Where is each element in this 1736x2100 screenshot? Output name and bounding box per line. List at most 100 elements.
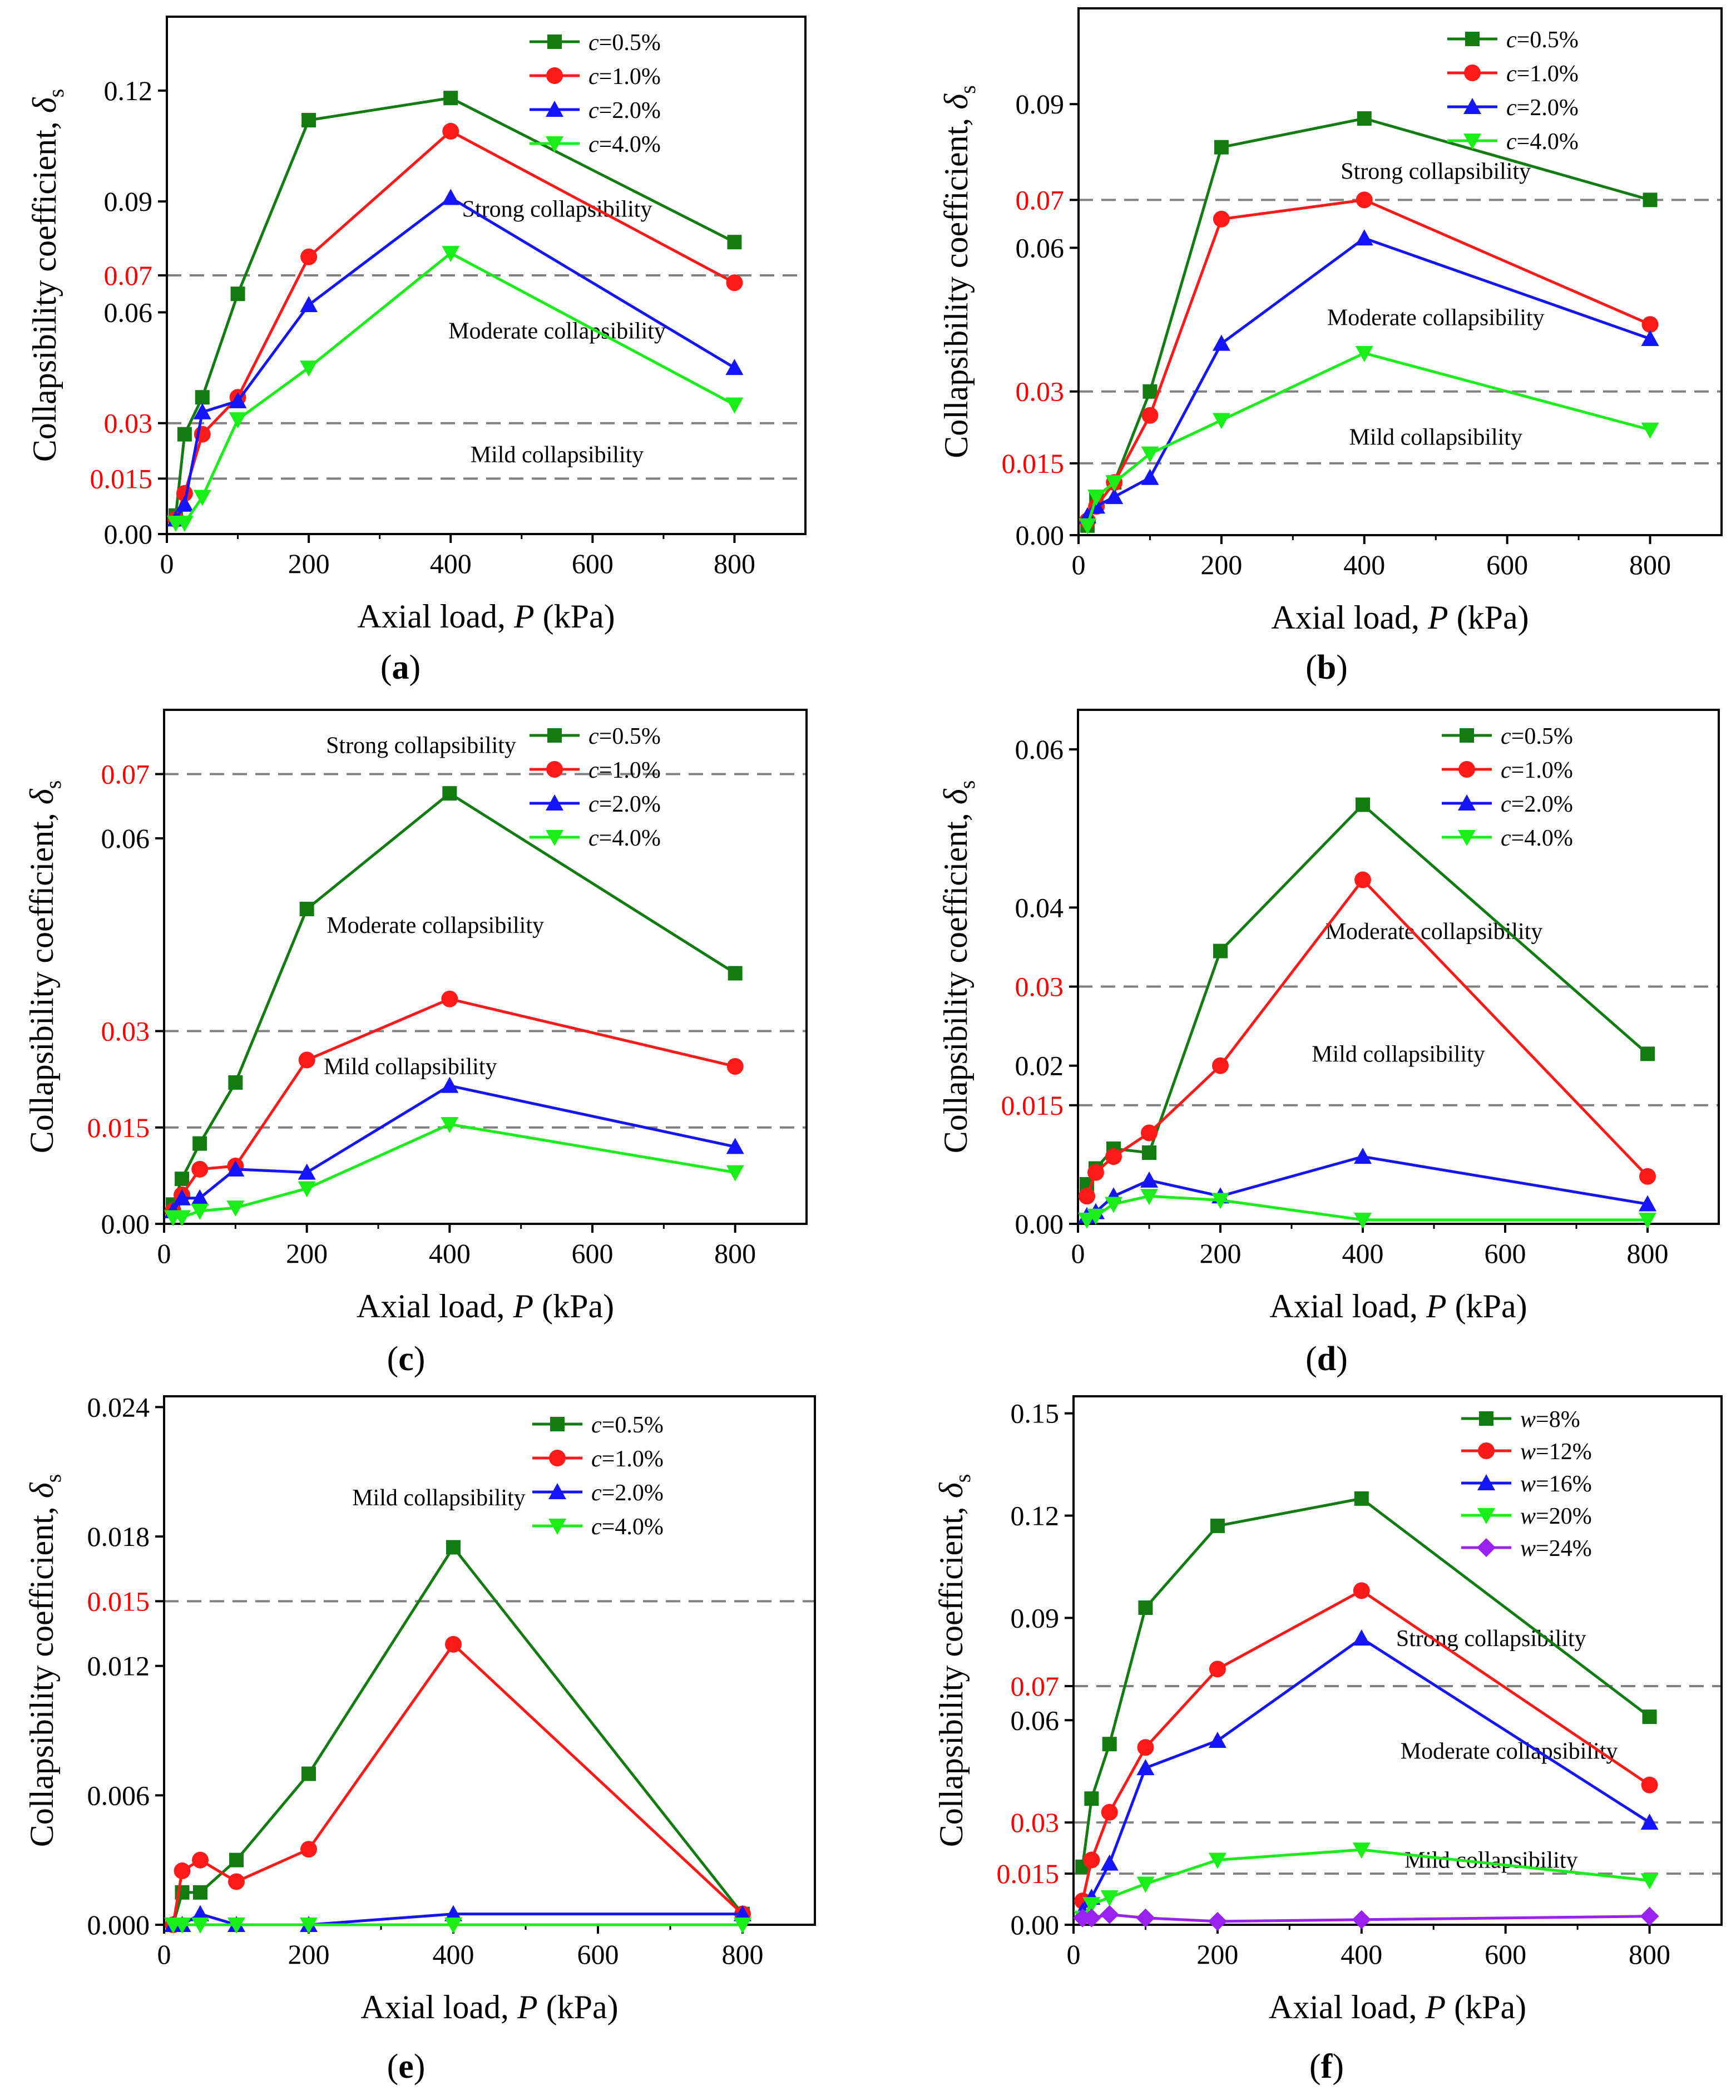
x-tick-label: 400 (433, 1939, 474, 1970)
legend-label: c=4.0% (588, 826, 661, 851)
data-point (1214, 140, 1229, 155)
data-point (726, 274, 743, 291)
x-tick-label: 800 (1627, 1238, 1669, 1269)
x-tick-label: 600 (1486, 549, 1528, 580)
legend-marker (1477, 1508, 1495, 1524)
x-tick-label: 400 (430, 548, 472, 579)
x-tick-label: 600 (1485, 1939, 1526, 1970)
data-point (1212, 413, 1230, 429)
legend-marker (546, 136, 563, 152)
x-axis-label: Axial load, P (kPa) (1271, 599, 1529, 636)
data-point (300, 360, 318, 377)
data-point (1140, 1171, 1158, 1188)
x-tick-label: 200 (288, 1939, 330, 1970)
data-point (1354, 871, 1371, 888)
data-point (227, 1918, 245, 1934)
legend-marker (550, 1417, 565, 1431)
legend-label: c=2.0% (591, 1480, 664, 1506)
legend-marker (1465, 32, 1480, 46)
y-tick-label: 0.00 (1015, 1208, 1064, 1239)
y-tick-label: 0.06 (101, 823, 150, 854)
data-point (1353, 1582, 1370, 1599)
legend-label: c=4.0% (1506, 129, 1579, 155)
y-axis-label: Collapsibility coefficient, δs (23, 780, 66, 1154)
y-tick-label: 0.015 (1002, 448, 1065, 479)
x-tick-label: 0 (1067, 1939, 1081, 1970)
region-annotation: Strong collapsibility (462, 196, 652, 222)
x-tick-label: 0 (1071, 1238, 1085, 1269)
data-point (443, 91, 458, 106)
legend-marker (1460, 728, 1474, 743)
plot-frame (163, 709, 808, 1225)
data-point (298, 1163, 316, 1180)
y-axis-label: Collapsibility coefficient, δs (23, 1474, 66, 1847)
data-point (444, 1905, 462, 1921)
legend-label: w=8% (1520, 1407, 1580, 1432)
y-tick-label: 0.03 (1015, 971, 1064, 1002)
data-point (1352, 1910, 1371, 1929)
x-tick-label: 400 (1341, 1939, 1382, 1970)
series-line (1086, 198, 1651, 522)
region-annotation: Strong collapsibility (1341, 159, 1531, 185)
data-point (1355, 345, 1373, 362)
data-point (195, 390, 210, 405)
series-line (1085, 803, 1649, 1185)
data-point (1105, 1197, 1122, 1213)
y-tick-label: 0.06 (1011, 1704, 1060, 1736)
legend-marker (1477, 1538, 1496, 1557)
data-point (175, 1172, 190, 1187)
legend-label: c=2.0% (1506, 95, 1579, 121)
data-point (1210, 1518, 1225, 1533)
y-tick-label: 0.06 (1016, 232, 1065, 263)
data-point (229, 392, 247, 408)
data-point (1100, 1905, 1119, 1924)
x-tick-label: 800 (722, 1939, 764, 1970)
legend-marker (546, 761, 563, 778)
legend-marker (549, 1450, 566, 1466)
plot-frame (163, 1395, 816, 1926)
data-point (193, 403, 211, 419)
y-tick-label: 0.03 (104, 408, 153, 439)
x-tick-label: 800 (1629, 1939, 1670, 1970)
plot-frame (1072, 1395, 1723, 1926)
data-point (1352, 1629, 1371, 1646)
data-point (173, 1189, 191, 1205)
series-line (1086, 236, 1651, 517)
data-point (1136, 1759, 1155, 1776)
x-tick-label: 200 (1200, 549, 1242, 580)
data-point (300, 1918, 318, 1934)
y-tick-label: 0.02 (1015, 1050, 1064, 1081)
data-point (734, 1918, 751, 1934)
chart-panel-4: 0 200 400 600 800 0.00 0.015 0.02 0.03 0.04 0.06 Ax… (937, 709, 1720, 1378)
data-point (1142, 1145, 1156, 1160)
data-point (300, 1841, 317, 1858)
data-point (175, 495, 194, 512)
series-line (171, 1084, 736, 1212)
region-annotation: Mild collapsibility (324, 1054, 497, 1080)
data-point (1141, 446, 1159, 463)
data-point (441, 990, 458, 1007)
x-tick-label: 600 (577, 1939, 619, 1970)
legend-marker (547, 728, 562, 743)
data-point (442, 246, 460, 263)
x-tick-label: 200 (1200, 1238, 1242, 1269)
y-axis-label: Collapsibility coefficient, δs (937, 780, 980, 1154)
data-point (1641, 1776, 1658, 1793)
region-annotation: Strong collapsibility (1396, 1626, 1586, 1652)
legend-marker (1477, 1474, 1495, 1490)
data-point (192, 1136, 207, 1151)
legend-label: c=4.0% (1501, 826, 1573, 851)
data-point (1641, 316, 1659, 333)
x-tick-label: 400 (429, 1238, 471, 1269)
y-axis-label: Collapsibility coefficient, δs (933, 1474, 975, 1847)
data-point (1143, 384, 1158, 399)
legend-marker (1463, 134, 1481, 150)
x-axis-label: Axial load, P (kPa) (357, 1288, 614, 1325)
data-point (1087, 490, 1106, 506)
region-annotation: Moderate collapsibility (1401, 1738, 1618, 1764)
data-point (1356, 191, 1373, 209)
data-point (173, 1210, 191, 1227)
data-point (1141, 468, 1159, 485)
legend-marker (1478, 1442, 1495, 1459)
data-point (1356, 797, 1370, 812)
